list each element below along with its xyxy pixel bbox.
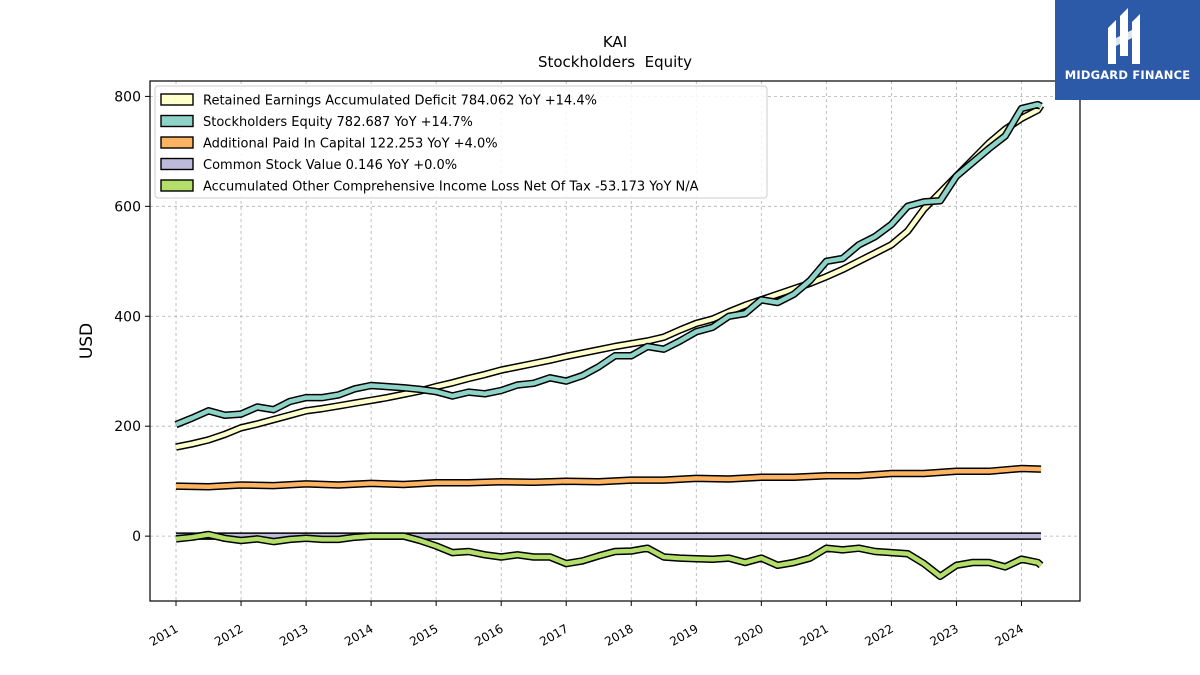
legend-frame [154, 85, 768, 199]
brand-name: MIDGARD FINANCE [1064, 68, 1191, 82]
x-tick-label: 2020 [732, 621, 765, 648]
x-tick-label: 2017 [537, 621, 570, 648]
series-line [175, 464, 1042, 491]
chart-title: KAI [603, 33, 627, 51]
brand-logo-icon [1108, 8, 1140, 64]
y-tick-label: 200 [114, 419, 141, 435]
series-line [175, 103, 1045, 451]
x-axis: 2011 2012 2013 2014 2015 2016 2017 2018 2019 2020… [147, 601, 1026, 649]
y-tick-label: 800 [114, 89, 141, 105]
series-line-fill [175, 532, 1043, 579]
x-tick-label: 2016 [472, 621, 505, 648]
y-tick-label: 600 [114, 199, 141, 215]
x-tick-label: 2023 [927, 621, 960, 648]
y-axis: 0 200 400 600 800 [114, 89, 150, 545]
legend-label: Common Stock Value 0.146 YoY +0.0% [203, 158, 457, 173]
legend-swatch [160, 93, 194, 106]
legend-swatch [160, 136, 194, 149]
legend: Retained Earnings Accumulated Deficit 78… [154, 85, 768, 199]
series-line [174, 100, 1043, 429]
x-tick-label: 2012 [212, 621, 245, 648]
series-line [175, 530, 1044, 581]
y-axis-label: USD [77, 323, 97, 359]
series-lines [174, 100, 1045, 581]
x-tick-label: 2014 [342, 621, 375, 648]
legend-label: Accumulated Other Comprehensive Income L… [203, 180, 699, 195]
x-tick-label: 2024 [993, 621, 1026, 648]
series-line-fill [175, 103, 1043, 450]
x-tick-label: 2021 [797, 621, 830, 648]
legend-swatch [160, 179, 194, 192]
x-tick-label: 2011 [147, 621, 180, 648]
legend-label: Retained Earnings Accumulated Deficit 78… [203, 94, 597, 109]
x-tick-label: 2022 [862, 621, 895, 648]
x-tick-label: 2018 [602, 621, 635, 648]
legend-label: Additional Paid In Capital 122.253 YoY +… [203, 137, 498, 152]
legend-swatch [160, 114, 194, 128]
plot-frame [149, 80, 1081, 602]
legend-swatch [160, 157, 194, 171]
x-tick-label: 2013 [277, 621, 310, 648]
legend-label: Stockholders Equity 782.687 YoY +14.7% [203, 115, 473, 130]
series-line-fill [175, 466, 1042, 489]
x-tick-label: 2015 [407, 621, 440, 648]
x-tick-label: 2019 [667, 621, 700, 648]
y-tick-label: 0 [132, 529, 141, 545]
series-line-fill [175, 102, 1043, 427]
brand-logo: MIDGARD FINANCE [1055, 0, 1200, 100]
chart-subtitle: Stockholders Equity [538, 53, 692, 71]
y-tick-label: 400 [114, 309, 141, 325]
